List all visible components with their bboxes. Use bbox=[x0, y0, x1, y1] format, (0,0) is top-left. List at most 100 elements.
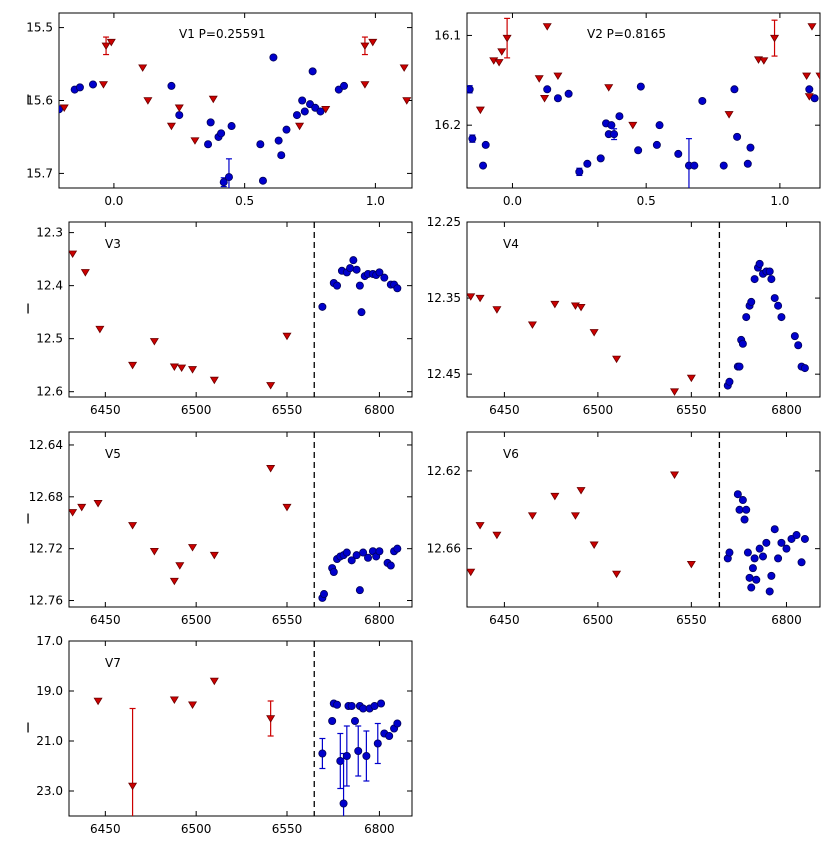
data-point-circle bbox=[655, 121, 664, 130]
data-point-circle bbox=[342, 752, 351, 761]
data-point-circle bbox=[762, 538, 771, 547]
data-point-triangle bbox=[724, 111, 734, 119]
data-point-circle bbox=[765, 267, 774, 276]
data-point-circle bbox=[792, 531, 801, 540]
x-tick-label: 6550 bbox=[272, 613, 303, 627]
data-point-circle bbox=[738, 339, 747, 348]
data-point-triangle bbox=[670, 471, 680, 479]
data-point-circle bbox=[357, 308, 366, 317]
data-point-circle bbox=[308, 67, 317, 76]
data-point-triangle bbox=[550, 492, 560, 501]
data-point-circle bbox=[575, 167, 584, 176]
data-point-circle bbox=[346, 264, 355, 273]
data-point-circle bbox=[740, 515, 749, 524]
data-point-circle bbox=[385, 732, 394, 741]
x-tick-label: 6550 bbox=[676, 613, 707, 627]
data-point-triangle bbox=[527, 321, 537, 329]
data-point-circle bbox=[767, 571, 776, 580]
data-point-circle bbox=[810, 94, 819, 103]
data-point-triangle bbox=[266, 465, 276, 473]
y-tick-label: 12.35 bbox=[427, 291, 461, 305]
data-point-triangle bbox=[686, 374, 696, 383]
data-point-triangle bbox=[174, 104, 184, 112]
data-point-triangle bbox=[59, 104, 69, 112]
data-point-circle bbox=[393, 284, 402, 293]
y-tick-label: 12.3 bbox=[36, 226, 63, 240]
x-tick-label: 6550 bbox=[272, 403, 303, 417]
data-point-triangle bbox=[266, 382, 276, 390]
data-point-triangle bbox=[101, 42, 111, 51]
x-tick-label: 6550 bbox=[272, 822, 303, 836]
data-point-triangle bbox=[169, 696, 179, 704]
data-point-triangle bbox=[770, 34, 780, 43]
data-point-triangle bbox=[686, 560, 696, 569]
data-point-triangle bbox=[502, 34, 512, 43]
data-point-circle bbox=[339, 799, 348, 808]
plot-frame bbox=[68, 221, 413, 398]
x-tick-label: 6500 bbox=[181, 403, 212, 417]
data-point-triangle bbox=[527, 512, 537, 520]
x-tick-label: 0.5 bbox=[637, 194, 656, 208]
data-point-triangle bbox=[282, 503, 292, 512]
plot-frame bbox=[466, 431, 821, 608]
data-point-circle bbox=[377, 699, 386, 708]
data-point-circle bbox=[219, 178, 228, 187]
plot-area bbox=[69, 250, 402, 390]
data-point-triangle bbox=[570, 512, 580, 520]
data-point-triangle bbox=[138, 64, 148, 72]
data-point-circle bbox=[782, 544, 791, 553]
data-point-circle bbox=[745, 573, 754, 582]
panel-v1: 15.5 15.6 15.7 0.0 0.5 1.0 I V1 P=0.25591 bbox=[26, 12, 413, 208]
panel-title: V7 bbox=[105, 656, 121, 670]
plot-area bbox=[59, 36, 412, 188]
data-point-circle bbox=[800, 364, 809, 373]
data-point-circle bbox=[746, 143, 755, 152]
x-tick-label: 6800 bbox=[364, 403, 395, 417]
y-tick-label: 12.68 bbox=[29, 490, 63, 504]
data-point-triangle bbox=[542, 23, 552, 31]
panel-v3: 12.3 12.4 12.5 12.6 6450 6500 6550 6800 I V3 bbox=[26, 221, 413, 417]
data-point-circle bbox=[770, 525, 779, 534]
data-point-circle bbox=[355, 586, 364, 595]
data-point-circle bbox=[725, 377, 734, 386]
y-tick-label: 17.0 bbox=[36, 634, 63, 648]
data-point-circle bbox=[359, 548, 368, 557]
data-point-circle bbox=[733, 132, 742, 141]
data-point-triangle bbox=[169, 363, 179, 371]
data-point-circle bbox=[333, 700, 342, 709]
data-point-circle bbox=[468, 134, 477, 143]
data-point-circle bbox=[373, 739, 382, 748]
data-point-circle bbox=[393, 544, 402, 553]
data-point-triangle bbox=[208, 95, 218, 104]
data-point-circle bbox=[333, 281, 342, 290]
x-tick-label: 6500 bbox=[583, 403, 614, 417]
data-point-triangle bbox=[534, 75, 544, 83]
data-point-circle bbox=[774, 554, 783, 563]
data-point-circle bbox=[362, 752, 371, 761]
x-tick-label: 6800 bbox=[364, 822, 395, 836]
y-tick-label: 19.0 bbox=[36, 684, 63, 698]
data-point-circle bbox=[742, 505, 751, 514]
x-tick-label: 6450 bbox=[90, 822, 121, 836]
data-point-triangle bbox=[321, 106, 331, 114]
y-tick-label: 16.2 bbox=[434, 118, 461, 132]
x-tick-label: 6500 bbox=[583, 613, 614, 627]
y-tick-label: 12.76 bbox=[29, 594, 63, 608]
x-tick-label: 6550 bbox=[676, 403, 707, 417]
data-point-circle bbox=[652, 140, 661, 149]
data-point-circle bbox=[743, 159, 752, 168]
data-point-circle bbox=[340, 81, 349, 90]
data-point-triangle bbox=[175, 562, 185, 570]
x-tick-label: 1.0 bbox=[366, 194, 385, 208]
plot-frame bbox=[466, 221, 821, 398]
data-point-triangle bbox=[93, 500, 103, 508]
data-point-circle bbox=[615, 112, 624, 121]
data-point-circle bbox=[393, 719, 402, 728]
y-axis-label: I bbox=[26, 303, 30, 318]
data-point-circle bbox=[553, 94, 562, 103]
data-point-triangle bbox=[69, 509, 78, 517]
data-point-circle bbox=[256, 140, 265, 149]
data-point-triangle bbox=[69, 250, 78, 259]
data-point-circle bbox=[167, 81, 176, 90]
data-point-circle bbox=[354, 747, 363, 756]
